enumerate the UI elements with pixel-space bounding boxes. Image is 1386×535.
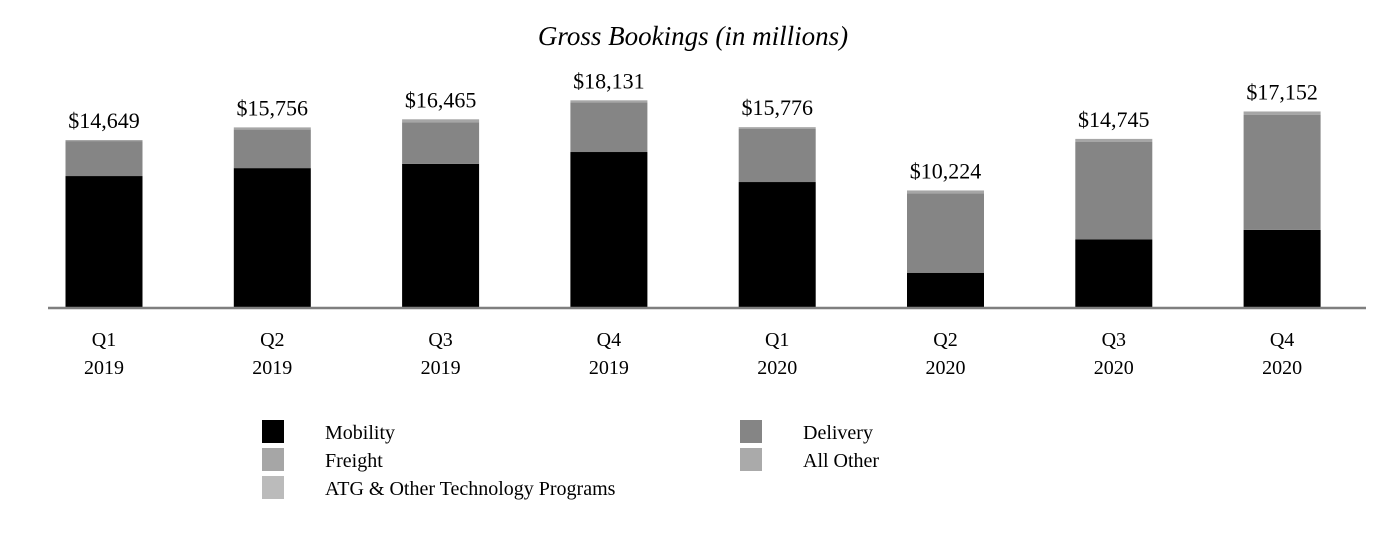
bar-freight-q4-2019 bbox=[570, 100, 648, 103]
bar-mobility-q3-2019 bbox=[402, 163, 480, 307]
legend-swatch bbox=[262, 420, 284, 443]
legend-label: All Other bbox=[803, 450, 879, 472]
bar-freight-q3-2020 bbox=[1075, 138, 1153, 142]
legend-swatch bbox=[262, 476, 284, 499]
total-label: $16,465 bbox=[405, 87, 477, 112]
bar-freight-q1-2019 bbox=[65, 140, 143, 142]
legend-swatch bbox=[262, 448, 284, 471]
legend-swatch bbox=[740, 448, 762, 471]
x-tick-label: Q3 bbox=[1102, 329, 1126, 351]
bar-delivery-q3-2019 bbox=[402, 122, 480, 164]
legend-item: ATG & Other Technology Programs bbox=[262, 476, 616, 500]
total-label: $17,152 bbox=[1246, 79, 1318, 104]
bar-freight-q2-2020 bbox=[907, 190, 984, 194]
x-tick-label: Q2 bbox=[933, 329, 957, 351]
legend-item: Freight bbox=[262, 448, 383, 472]
legend-item: Delivery bbox=[740, 420, 873, 444]
x-tick-label: 2020 bbox=[926, 357, 966, 379]
x-tick-label: Q2 bbox=[260, 329, 284, 351]
bar-delivery-q1-2019 bbox=[65, 141, 143, 177]
bar-freight-q4-2020 bbox=[1243, 111, 1321, 115]
legend-label: Mobility bbox=[325, 422, 395, 444]
bar-freight-q2-2019 bbox=[233, 127, 311, 130]
chart-title: Gross Bookings (in millions) bbox=[538, 21, 848, 51]
bar-mobility-q3-2020 bbox=[1075, 239, 1153, 307]
x-tick-label: 2019 bbox=[252, 357, 292, 379]
total-label: $15,756 bbox=[237, 95, 309, 120]
legend-label: Delivery bbox=[803, 422, 873, 444]
x-tick-label: 2019 bbox=[589, 357, 629, 379]
bar-delivery-q4-2020 bbox=[1243, 114, 1321, 230]
x-tick-label: 2020 bbox=[1262, 357, 1302, 379]
total-label: $18,131 bbox=[573, 68, 645, 93]
x-tick-label: Q3 bbox=[428, 329, 452, 351]
x-tick-label: Q1 bbox=[92, 329, 116, 351]
bar-delivery-q1-2020 bbox=[738, 128, 816, 183]
x-tick-label: 2019 bbox=[84, 357, 124, 379]
bar-mobility-q1-2019 bbox=[65, 176, 143, 307]
total-label: $14,649 bbox=[68, 108, 140, 133]
bar-delivery-q2-2019 bbox=[233, 129, 311, 169]
bar-delivery-q4-2019 bbox=[570, 102, 648, 153]
bar-mobility-q2-2019 bbox=[233, 168, 311, 307]
total-label: $10,224 bbox=[910, 158, 982, 183]
x-tick-label: 2020 bbox=[1094, 357, 1134, 379]
legend-item: Mobility bbox=[262, 420, 395, 444]
x-tick-label: Q4 bbox=[1270, 329, 1294, 351]
bar-freight-q1-2020 bbox=[738, 127, 816, 129]
bar-freight-q3-2019 bbox=[402, 119, 480, 123]
bar-mobility-q4-2019 bbox=[570, 152, 648, 307]
legend-label: ATG & Other Technology Programs bbox=[325, 478, 616, 500]
bar-mobility-q2-2020 bbox=[907, 272, 984, 307]
legend-item: All Other bbox=[740, 448, 879, 472]
bar-delivery-q3-2020 bbox=[1075, 141, 1153, 240]
total-label: $15,776 bbox=[741, 95, 813, 120]
legend-label: Freight bbox=[325, 450, 383, 472]
bar-mobility-q1-2020 bbox=[738, 182, 816, 307]
x-tick-label: 2019 bbox=[421, 357, 461, 379]
total-label: $14,745 bbox=[1078, 107, 1150, 132]
x-tick-label: Q1 bbox=[765, 329, 789, 351]
legend-swatch bbox=[740, 420, 762, 443]
bar-delivery-q2-2020 bbox=[907, 193, 984, 273]
x-tick-label: 2020 bbox=[757, 357, 797, 379]
bar-mobility-q4-2020 bbox=[1243, 229, 1321, 307]
x-tick-label: Q4 bbox=[597, 329, 621, 351]
